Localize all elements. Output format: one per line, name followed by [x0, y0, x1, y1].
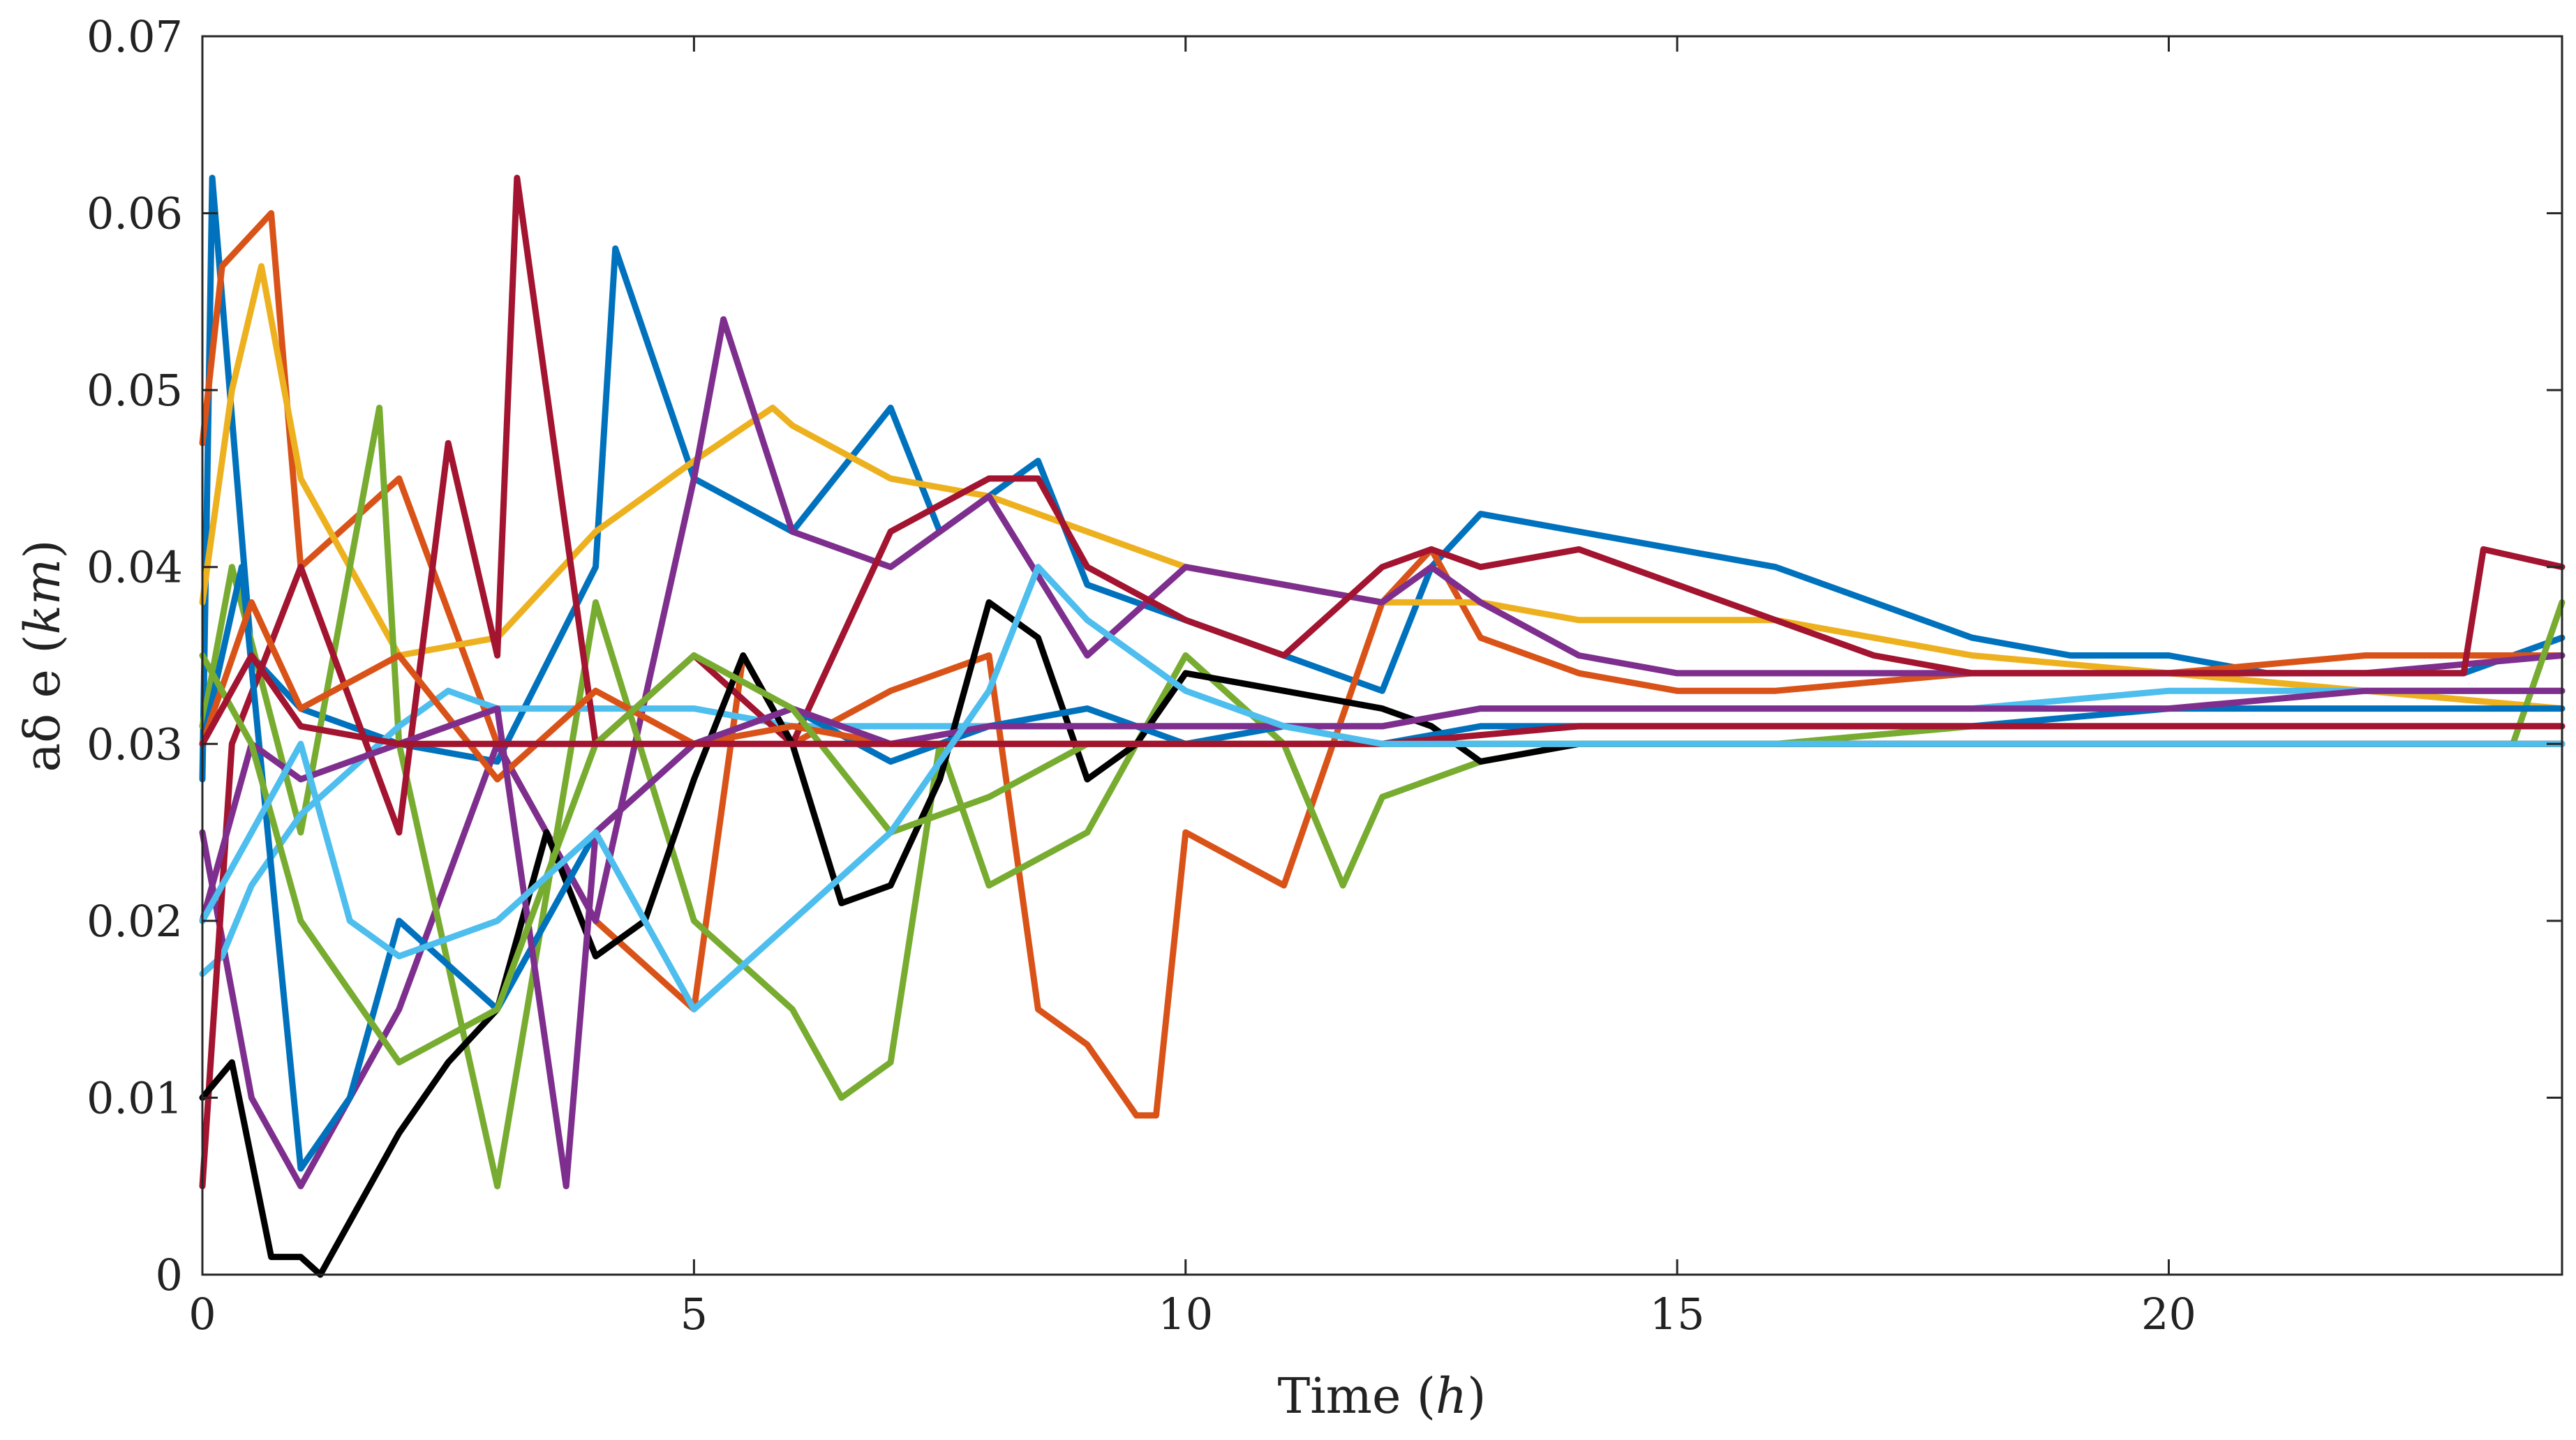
y-tick-label: 0.02 — [87, 896, 183, 947]
y-tick-label: 0.05 — [87, 365, 183, 416]
x-axis-label-unit: h — [1436, 1367, 1467, 1425]
y-axis-label: aδ e (km) — [14, 539, 71, 772]
series-line-orange-1 — [199, 210, 2566, 1119]
x-axis-label: Time (h) — [1278, 1367, 1487, 1425]
y-tick-label: 0.03 — [87, 719, 183, 770]
plot-frame — [201, 35, 2563, 1276]
x-axis-label-open-paren: ( — [1401, 1367, 1436, 1425]
y-tick-labels: 0 0.01 0.02 0.03 0.04 0.05 0.06 0.07 — [87, 11, 183, 1300]
x-axis-label-text: Time — [1278, 1367, 1401, 1425]
y-axis-label-unit: km — [14, 559, 71, 635]
y-axis-label-close-paren: ) — [14, 539, 71, 558]
y-axis-label-text: aδ e — [14, 669, 71, 772]
y-tick-label: 0 — [156, 1250, 183, 1300]
series-layer — [199, 174, 2566, 1278]
y-tick-label: 0.01 — [87, 1072, 183, 1123]
ticks-layer — [201, 35, 2562, 1276]
y-tick-label: 0.07 — [87, 11, 183, 62]
y-tick-label: 0.04 — [87, 542, 183, 593]
x-tick-labels: 0 5 10 15 20 — [188, 1289, 2196, 1340]
x-tick-label: 15 — [1650, 1289, 1705, 1340]
series-line-crimson-2 — [199, 652, 2566, 747]
series-line-purple-1 — [199, 316, 2566, 1190]
x-tick-label: 10 — [1158, 1289, 1213, 1340]
series-line-purple-2 — [199, 687, 2566, 1190]
series-line-skyblue-2 — [199, 564, 2566, 1013]
x-tick-label: 0 — [188, 1289, 216, 1340]
x-tick-label: 5 — [680, 1289, 708, 1340]
x-axis-label-close-paren: ) — [1467, 1367, 1486, 1425]
x-tick-label: 20 — [2141, 1289, 2196, 1340]
y-tick-label: 0.06 — [87, 188, 183, 239]
y-axis-label-open-paren: ( — [14, 634, 71, 669]
series-line-crimson-1 — [199, 174, 2566, 1190]
